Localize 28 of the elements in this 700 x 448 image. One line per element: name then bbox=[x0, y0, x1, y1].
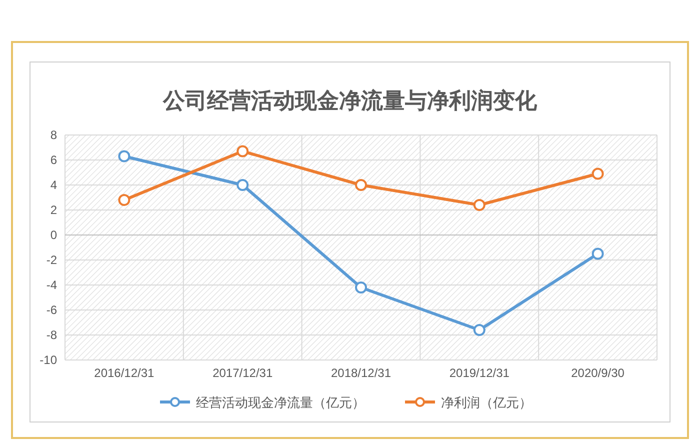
x-tick-label: 2019/12/31 bbox=[449, 366, 510, 380]
x-tick-label: 2020/9/30 bbox=[571, 366, 625, 380]
point bbox=[473, 324, 486, 336]
y-tick-label: -8 bbox=[46, 328, 58, 342]
chart-title: 公司经营活动现金净流量与净利润变化 bbox=[162, 88, 538, 113]
point bbox=[236, 145, 249, 158]
y-tick-label: 4 bbox=[50, 178, 58, 192]
y-tick-label: -2 bbox=[46, 253, 58, 267]
x-tick-label: 2016/12/31 bbox=[94, 366, 155, 380]
point bbox=[355, 179, 367, 191]
point bbox=[592, 248, 604, 260]
y-tick-label: -4 bbox=[46, 278, 58, 292]
point bbox=[118, 150, 130, 162]
x-tick-label: 2018/12/31 bbox=[330, 366, 392, 380]
legend-label: 净利润（亿元） bbox=[441, 395, 532, 410]
x-tick-label: 2017/12/31 bbox=[212, 366, 273, 380]
y-tick-label: -6 bbox=[46, 303, 58, 317]
point bbox=[473, 199, 486, 211]
y-tick-label: 6 bbox=[50, 153, 58, 167]
y-tick-label: 0 bbox=[50, 228, 58, 242]
y-tick-label: 8 bbox=[50, 128, 58, 142]
point bbox=[118, 194, 130, 206]
point bbox=[592, 168, 604, 180]
y-tick-label: 2 bbox=[50, 203, 58, 217]
y-tick-label: -10 bbox=[40, 353, 58, 367]
legend-label: 经营活动现金净流量（亿元） bbox=[196, 395, 365, 410]
point bbox=[355, 282, 367, 294]
point bbox=[236, 179, 249, 191]
